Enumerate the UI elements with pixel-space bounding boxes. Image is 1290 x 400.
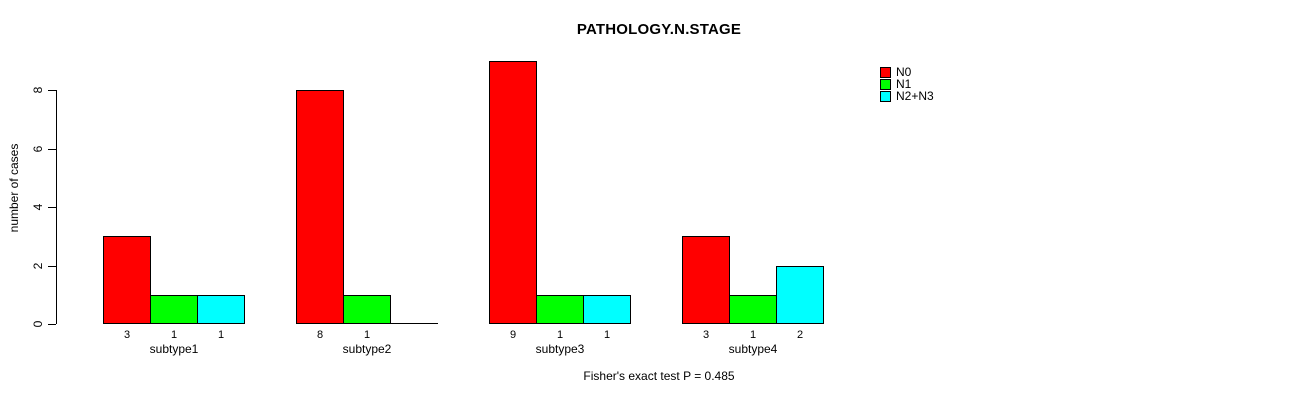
bar-N2+N3-subtype4 bbox=[776, 266, 824, 324]
y-axis-tick bbox=[48, 324, 56, 325]
bar-value-label: 1 bbox=[556, 329, 564, 341]
category-label-subtype4: subtype4 bbox=[728, 342, 778, 356]
bar-N0-subtype4 bbox=[682, 236, 730, 324]
category-label-subtype3: subtype3 bbox=[535, 342, 585, 356]
bar-N1-subtype1 bbox=[150, 295, 198, 324]
bar-N0-subtype2 bbox=[296, 90, 344, 324]
y-axis-tick bbox=[48, 207, 56, 208]
chart-title: PATHOLOGY.N.STAGE bbox=[576, 21, 742, 38]
y-axis-tick-label: 6 bbox=[31, 145, 45, 153]
bar-N1-subtype2 bbox=[343, 295, 391, 324]
y-axis-line bbox=[56, 90, 57, 324]
category-label-subtype1: subtype1 bbox=[149, 342, 199, 356]
legend-swatch-N0 bbox=[880, 67, 891, 78]
bar-value-label: 3 bbox=[123, 329, 131, 341]
category-label-subtype2: subtype2 bbox=[342, 342, 392, 356]
y-axis-tick-label: 2 bbox=[31, 262, 45, 270]
bar-value-label: 3 bbox=[702, 329, 710, 341]
bar-N2+N3-subtype3 bbox=[583, 295, 631, 324]
y-axis-tick bbox=[48, 149, 56, 150]
y-axis-tick-label: 8 bbox=[31, 86, 45, 94]
bar-value-label: 1 bbox=[170, 329, 178, 341]
bar-N1-subtype4 bbox=[729, 295, 777, 324]
y-axis-label: number of cases bbox=[7, 143, 21, 233]
y-axis-tick-label: 0 bbox=[31, 320, 45, 328]
y-axis-tick bbox=[48, 266, 56, 267]
bar-value-label: 2 bbox=[796, 329, 804, 341]
legend-label-N1: N1 bbox=[896, 77, 912, 91]
legend-swatch-N2+N3 bbox=[880, 91, 891, 102]
bar-N1-subtype3 bbox=[536, 295, 584, 324]
bar-value-label: 1 bbox=[749, 329, 757, 341]
y-axis-tick bbox=[48, 90, 56, 91]
bar-N0-subtype1 bbox=[103, 236, 151, 324]
bar-N2+N3-subtype1 bbox=[197, 295, 245, 324]
bar-value-label: 1 bbox=[217, 329, 225, 341]
bar-value-label: 1 bbox=[603, 329, 611, 341]
legend-label-N0: N0 bbox=[896, 65, 912, 79]
y-axis-tick-label: 4 bbox=[31, 203, 45, 211]
bar-value-label: 8 bbox=[316, 329, 324, 341]
legend-label-N2+N3: N2+N3 bbox=[896, 89, 934, 103]
bar-value-label: 9 bbox=[509, 329, 517, 341]
annotation-text: Fisher's exact test P = 0.485 bbox=[583, 369, 735, 383]
bar-value-label: 1 bbox=[363, 329, 371, 341]
legend-swatch-N1 bbox=[880, 79, 891, 90]
bar-N0-subtype3 bbox=[489, 61, 537, 324]
